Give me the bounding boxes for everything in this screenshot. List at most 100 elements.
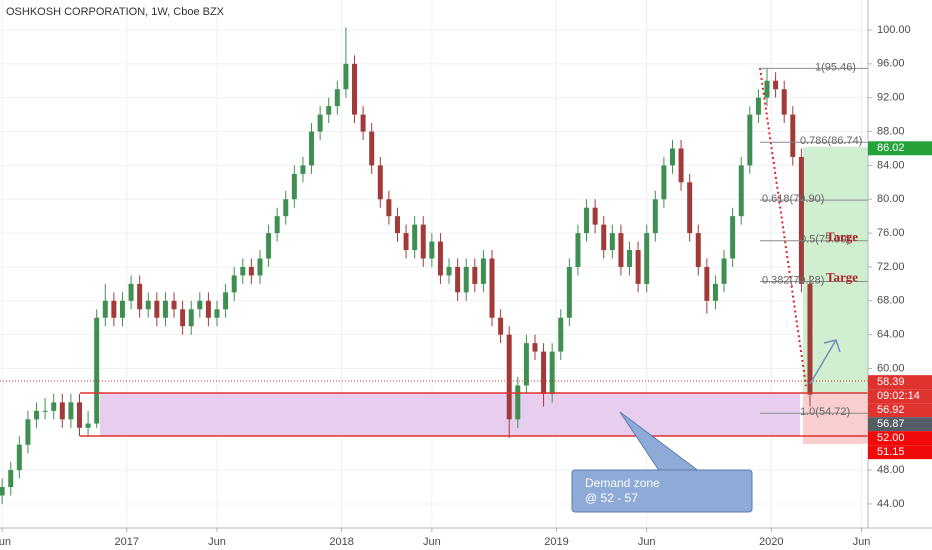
candle-body [266, 233, 272, 259]
price-label: 86.02 [877, 142, 905, 154]
y-tick-label: 64.00 [877, 329, 905, 341]
candle-body [420, 224, 426, 259]
fib-label: 0.786(86.74) [800, 135, 862, 147]
candle-body [790, 114, 796, 157]
candle-body [274, 216, 280, 234]
candle-body [721, 258, 727, 284]
price-label: 56.87 [877, 418, 905, 430]
target-label: Targe [826, 270, 858, 285]
candle-body [506, 334, 512, 420]
price-label-box [868, 375, 932, 390]
candle-body [137, 283, 143, 310]
candle-body [446, 266, 452, 276]
candle-body [68, 402, 74, 420]
fib-label: 0.382(70.28) [762, 274, 824, 286]
y-tick-label: 92.00 [877, 92, 905, 104]
candle-body [618, 233, 624, 267]
candle-body [412, 224, 418, 251]
candle-body [283, 199, 289, 217]
candle-body [300, 165, 306, 174]
candle-body [712, 283, 718, 301]
fib-label: 1(95.46) [815, 61, 856, 73]
x-tick-label: Jun [638, 536, 656, 548]
target-label: Targe [826, 229, 858, 244]
candle-body [523, 343, 529, 386]
candle-body [171, 300, 177, 310]
price-label: 58.39 [877, 376, 905, 388]
chart-title: OSHKOSH CORPORATION, 1W, Cboe BZX [6, 6, 225, 18]
callout-text: @ 52 - 57 [585, 491, 638, 505]
candle-body [644, 233, 650, 284]
candle-body [102, 300, 108, 318]
overlay: Demand zone @ 52 - 57 1(95.46) 0.786(86.7… [0, 61, 868, 513]
x-tick-label: Jun [208, 536, 226, 548]
price-label: 52.00 [877, 432, 905, 444]
price-label: 51.15 [877, 446, 905, 458]
candle-body [25, 419, 31, 445]
candle-body [197, 300, 203, 310]
candle-body [214, 309, 220, 318]
price-label-box [868, 445, 932, 460]
candle-body [317, 114, 323, 132]
candle-body [369, 131, 375, 166]
y-tick-label: 60.00 [877, 362, 905, 374]
candle-body [773, 80, 779, 90]
fib-trend-line [759, 67, 807, 387]
candle-body [807, 283, 813, 395]
candle-body [755, 97, 761, 115]
x-tick-label: 2019 [544, 536, 568, 548]
candle-body [798, 156, 804, 284]
candle-body [231, 275, 237, 293]
candle-body [352, 63, 358, 115]
candle-body [360, 114, 366, 132]
y-tick-label: 84.00 [877, 159, 905, 171]
candle-body [334, 89, 340, 107]
price-label-box [868, 431, 932, 446]
candle-body [326, 106, 332, 115]
candle-body [94, 317, 100, 424]
candle-body [205, 300, 211, 318]
x-tick-label: 2020 [759, 536, 783, 548]
y-tick-label: 48.00 [877, 464, 905, 476]
candle-body [695, 233, 701, 267]
candle-body [343, 63, 349, 90]
candle-body [764, 80, 770, 98]
candle-body [386, 199, 392, 217]
long-profit-zone [803, 147, 868, 394]
candle-body [154, 300, 160, 318]
candle-body [652, 199, 658, 234]
candle-body [42, 410, 48, 412]
price-label-box [868, 141, 932, 156]
candle-body [704, 266, 710, 301]
callout-box [571, 469, 753, 513]
candle-body [309, 131, 315, 166]
callout-text: Demand zone [585, 476, 660, 490]
candle-body [76, 402, 82, 428]
candle-body [532, 343, 538, 352]
candle-body [635, 250, 641, 284]
fib-label: 1.0(54.72) [800, 406, 850, 418]
y-tick-label: 88.00 [877, 125, 905, 137]
candle-body [566, 266, 572, 318]
candle-body [188, 309, 194, 327]
candle-body [111, 300, 117, 318]
arrow-head [823, 339, 841, 353]
price-label-box [868, 389, 932, 404]
x-tick-label: 2018 [329, 536, 353, 548]
price-label: 09:02:14 [877, 390, 920, 402]
axes: 44.00 48.00 60.00 64.00 68.00 72.00 76.00 80.00… [0, 24, 932, 548]
price-label-box [868, 417, 932, 432]
candle-body [128, 283, 134, 301]
arrow-line [809, 339, 837, 385]
y-tick-label: 72.00 [877, 261, 905, 273]
candle-body [463, 266, 469, 293]
x-tick-label: 2017 [115, 536, 139, 548]
fib-label: 0.5(75.09) [800, 234, 850, 246]
candle-body [781, 89, 787, 115]
x-tick-label: Jun [0, 536, 11, 548]
candle-body [377, 165, 383, 200]
candle-body [394, 216, 400, 234]
candle-body [609, 233, 615, 251]
y-tick-label: 80.00 [877, 193, 905, 205]
candle-body [678, 148, 684, 183]
